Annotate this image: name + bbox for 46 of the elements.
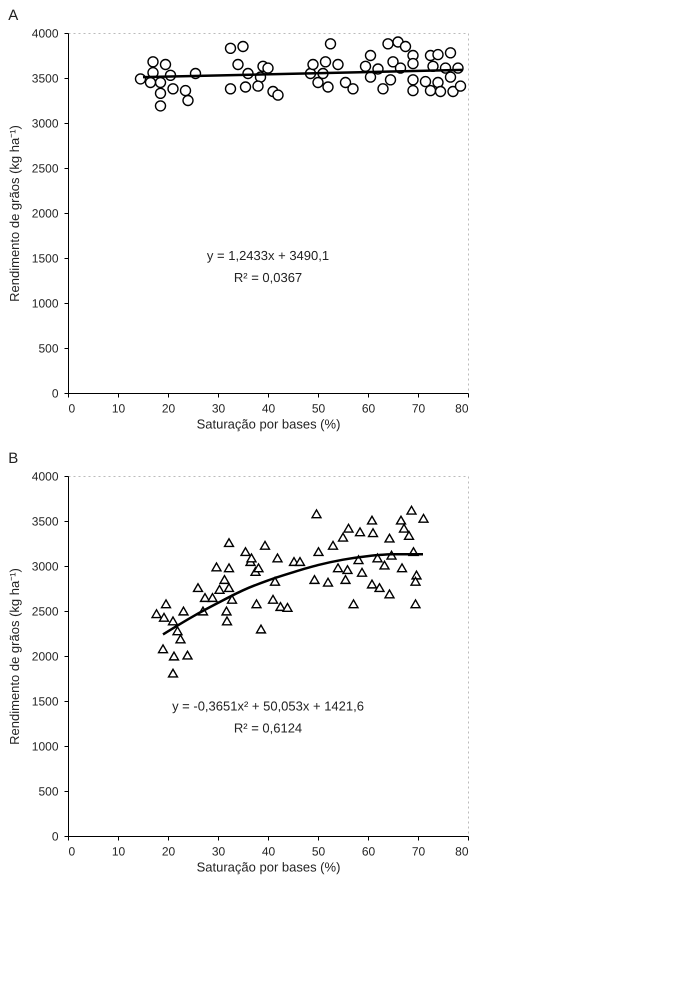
y-tick-label: 0 <box>52 830 59 844</box>
y-tick-label: 500 <box>38 342 59 356</box>
x-tick-label: 0 <box>68 844 76 858</box>
x-axis-title: Saturação por bases (%) <box>196 416 340 432</box>
y-tick-label: 2500 <box>32 162 59 176</box>
x-tick-label: 30 <box>212 844 226 858</box>
y-tick-label: 1500 <box>32 252 59 266</box>
x-tick-label: 0 <box>68 402 76 416</box>
x-tick-label: 50 <box>312 402 326 416</box>
y-tick-label: 2500 <box>32 604 59 618</box>
y-tick-label: 2000 <box>32 206 59 220</box>
annotation: R² = 0,0367 <box>234 270 302 286</box>
y-axis-title: Rendimento de grãos (kg ha⁻¹) <box>6 568 22 745</box>
annotation: y = 1,2433x + 3490,1 <box>206 248 330 264</box>
x-tick-label: 70 <box>412 402 426 416</box>
y-tick-label: 500 <box>38 784 59 798</box>
y-tick-label: 0 <box>52 386 59 400</box>
x-tick-label: 50 <box>312 844 326 858</box>
y-axis-title: Rendimento de grãos (kg ha⁻¹) <box>6 125 22 302</box>
x-tick-label: 10 <box>112 402 126 416</box>
x-tick-label: 20 <box>162 844 176 858</box>
y-tick-label: 1000 <box>32 296 59 310</box>
x-tick-label: 80 <box>455 844 469 858</box>
annotation: y = -0,3651x² + 50,053x + 1421,6 <box>172 698 364 714</box>
y-tick-label: 3000 <box>32 560 59 574</box>
x-tick-label: 30 <box>212 402 226 416</box>
y-tick-label: 3500 <box>32 514 59 528</box>
x-tick-label: 40 <box>262 402 276 416</box>
y-tick-label: 1000 <box>32 740 59 754</box>
x-tick-label: 70 <box>412 844 426 858</box>
chart-title: B <box>8 450 18 467</box>
y-tick-label: 4000 <box>32 26 59 40</box>
y-tick-label: 3000 <box>32 116 59 130</box>
x-tick-label: 10 <box>112 844 126 858</box>
y-tick-label: 2000 <box>32 650 59 664</box>
x-tick-label: 20 <box>162 402 176 416</box>
x-tick-label: 60 <box>362 844 376 858</box>
x-tick-label: 80 <box>455 402 469 416</box>
y-tick-label: 3500 <box>32 72 59 86</box>
annotation: R² = 0,6124 <box>234 720 302 736</box>
y-tick-label: 4000 <box>32 470 59 484</box>
x-tick-label: 40 <box>262 844 276 858</box>
chart-title: A <box>8 7 18 24</box>
x-axis-title: Saturação por bases (%) <box>196 860 340 874</box>
x-tick-label: 60 <box>362 402 376 416</box>
y-tick-label: 1500 <box>32 694 59 708</box>
